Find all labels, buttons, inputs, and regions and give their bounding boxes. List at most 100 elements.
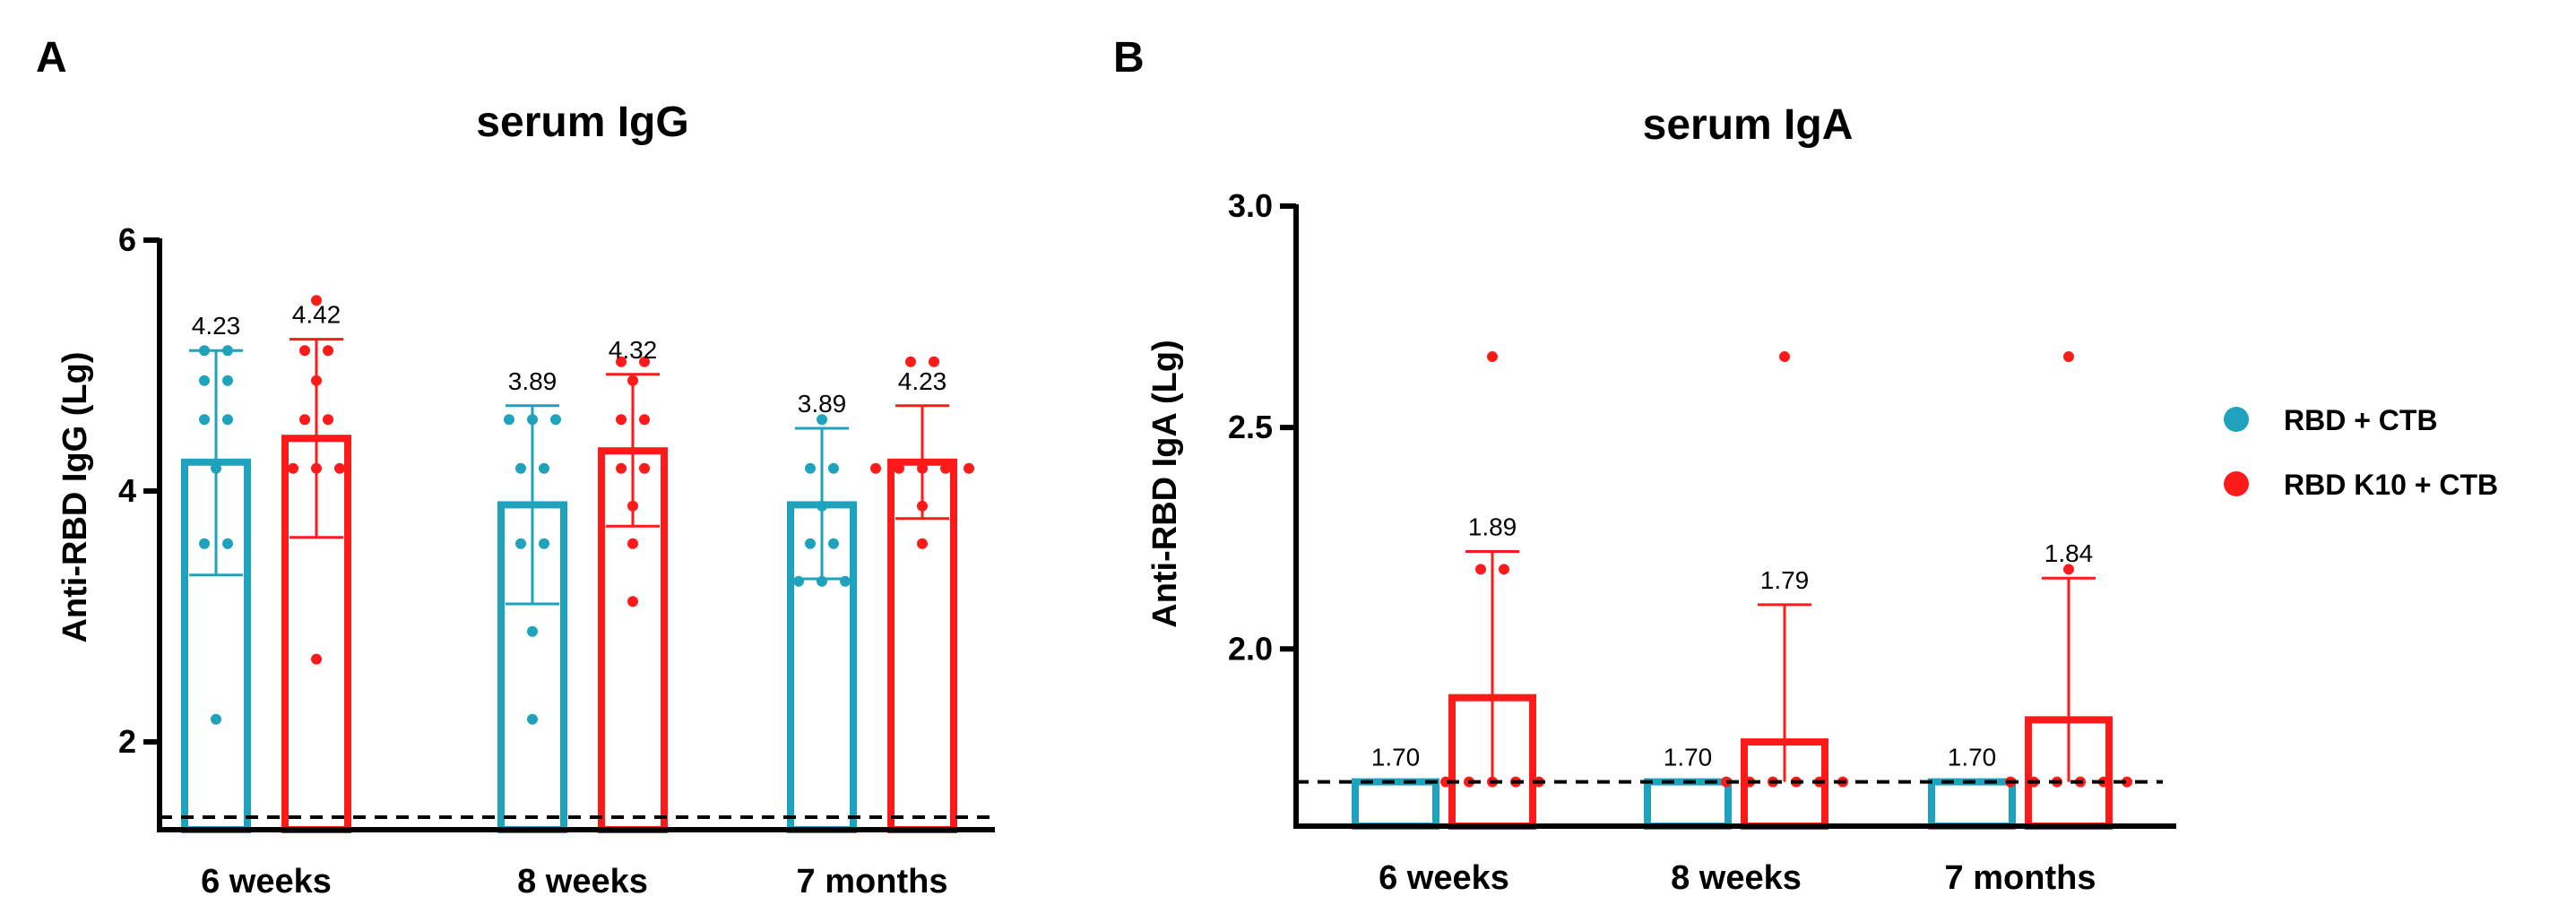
panel-b-value-label-rbd-ctb-8-weeks: 1.70 — [1664, 744, 1713, 771]
panel-b-point-rbd-k10-ctb-7-months-0 — [2063, 351, 2074, 363]
panel-b-point-rbd-k10-ctb-6-weeks-3 — [1440, 776, 1451, 788]
panel-b-value-label-rbd-ctb-7-months: 1.70 — [1948, 744, 1997, 771]
panel-a-point-rbd-k10-ctb-8-weeks-0 — [616, 356, 627, 367]
panel-a-point-rbd-k10-ctb-7-months-4 — [917, 462, 928, 474]
panel-b-value-label-rbd-k10-ctb-6-weeks: 1.89 — [1468, 513, 1517, 541]
panel-b-value-label-rbd-k10-ctb-8-weeks: 1.79 — [1760, 566, 1810, 594]
panel-a-point-rbd-k10-ctb-6-weeks-3 — [311, 375, 322, 386]
panel-a-point-rbd-ctb-7-months-4 — [805, 538, 816, 549]
panel-a-point-rbd-k10-ctb-6-weeks-8 — [334, 462, 345, 474]
panel-a-point-rbd-ctb-8-weeks-0 — [504, 414, 514, 426]
panel-b-value-label-rbd-ctb-6-weeks: 1.70 — [1371, 744, 1421, 771]
panel-a-point-rbd-k10-ctb-8-weeks-1 — [639, 356, 650, 367]
panel-a-point-rbd-k10-ctb-6-weeks-5 — [323, 414, 333, 426]
panel-a-point-rbd-ctb-8-weeks-6 — [539, 538, 549, 549]
panel-a-plot: 4.23 4.42 6 weeks 3.89 4.32 8 weeks 3.89 4.23 7 … — [118, 221, 995, 900]
panel-a-point-rbd-k10-ctb-7-months-1 — [929, 356, 939, 367]
panel-a-y-axis-label: Anti-RBD IgG (Lg) — [56, 351, 94, 642]
panel-a-point-rbd-ctb-6-weeks-2 — [199, 375, 210, 386]
panel-a-point-rbd-ctb-8-weeks-3 — [515, 462, 526, 474]
panel-b-plot: 1.70 1.89 6 weeks 1.70 1.79 8 weeks 1.70 1.84 7 … — [1228, 187, 2176, 897]
panel-a-point-rbd-ctb-8-weeks-1 — [527, 414, 538, 426]
panel-a-point-rbd-ctb-7-months-6 — [793, 575, 804, 587]
panel-a-point-rbd-ctb-7-months-5 — [828, 538, 839, 549]
panel-a-point-rbd-ctb-7-months-3 — [817, 500, 827, 512]
panel-a-point-rbd-k10-ctb-7-months-5 — [940, 462, 951, 474]
panel-b-point-rbd-k10-ctb-6-weeks-1 — [1475, 564, 1486, 575]
panel-a-point-rbd-ctb-6-weeks-9 — [211, 713, 221, 725]
panel-a-point-rbd-ctb-6-weeks-7 — [199, 538, 210, 549]
panel-a-point-rbd-ctb-7-months-8 — [840, 575, 851, 587]
panel-a-point-rbd-ctb-6-weeks-5 — [222, 414, 233, 426]
panel-a-point-rbd-ctb-6-weeks-6 — [211, 462, 221, 474]
panel-a-point-rbd-k10-ctb-6-weeks-7 — [311, 462, 322, 474]
panel-a-point-rbd-ctb-8-weeks-2 — [550, 414, 561, 426]
legend: RBD + CTB RBD K10 + CTB — [2224, 404, 2498, 501]
panel-a-value-label-rbd-k10-ctb-6-weeks: 4.42 — [292, 301, 341, 329]
panel-a-point-rbd-k10-ctb-8-weeks-2 — [627, 375, 638, 386]
panel-a-value-label-rbd-ctb-7-months: 3.89 — [798, 390, 847, 418]
panel-a-value-label-rbd-ctb-6-weeks: 4.23 — [192, 312, 241, 340]
panel-a-title: serum IgG — [476, 99, 688, 146]
panel-a: A serum IgG Anti-RBD IgG (Lg) 4.23 4.42 6 … — [36, 34, 995, 900]
panel-b-x-tick-label-8-weeks: 8 weeks — [1671, 859, 1802, 897]
panel-a-point-rbd-ctb-6-weeks-1 — [222, 345, 233, 357]
panel-a-point-rbd-k10-ctb-8-weeks-8 — [627, 538, 638, 549]
panel-a-point-rbd-k10-ctb-7-months-8 — [917, 538, 928, 549]
panel-a-point-rbd-k10-ctb-7-months-2 — [870, 462, 881, 474]
panel-a-point-rbd-k10-ctb-6-weeks-0 — [311, 295, 322, 306]
panel-a-point-rbd-k10-ctb-6-weeks-2 — [323, 345, 333, 357]
panel-b-bar-rbd-ctb-8-weeks — [1644, 778, 1732, 830]
panel-a-point-rbd-k10-ctb-8-weeks-9 — [627, 596, 638, 607]
panel-a-point-rbd-k10-ctb-7-months-0 — [905, 356, 916, 367]
panel-b-letter: B — [1113, 34, 1145, 82]
panel-a-x-tick-label-7-months: 7 months — [797, 863, 948, 900]
panel-a-x-tick-label-6-weeks: 6 weeks — [201, 863, 332, 900]
panel-a-point-rbd-k10-ctb-7-months-7 — [917, 500, 928, 512]
panel-b-title: serum IgA — [1643, 101, 1854, 149]
panel-a-point-rbd-ctb-7-months-2 — [828, 462, 839, 474]
panel-b-x-tick-label-6-weeks: 6 weeks — [1379, 859, 1509, 897]
panel-b-bar-rbd-ctb-7-months — [1928, 778, 2016, 830]
panel-a-point-rbd-k10-ctb-7-months-6 — [964, 462, 974, 474]
panel-a-point-rbd-k10-ctb-8-weeks-3 — [616, 414, 627, 426]
panel-a-y-tick-label-1: 4 — [118, 472, 136, 509]
panel-a-value-label-rbd-ctb-8-weeks: 3.89 — [508, 367, 558, 395]
panel-a-letter: A — [36, 34, 67, 82]
panel-b-x-tick-label-7-months: 7 months — [1945, 859, 2096, 897]
panel-a-point-rbd-k10-ctb-8-weeks-7 — [627, 500, 638, 512]
legend-marker-rbd-k10-ctb — [2224, 471, 2249, 496]
panel-a-point-rbd-k10-ctb-6-weeks-1 — [299, 345, 310, 357]
panel-a-point-rbd-ctb-6-weeks-8 — [222, 538, 233, 549]
panel-b-y-axis-label: Anti-RBD IgA (Lg) — [1146, 340, 1184, 628]
panel-a-point-rbd-ctb-7-months-0 — [817, 414, 827, 426]
panel-b-y-tick-label-1: 2.5 — [1228, 409, 1273, 445]
panel-b-point-rbd-k10-ctb-6-weeks-2 — [1499, 564, 1509, 575]
panel-a-point-rbd-k10-ctb-8-weeks-4 — [639, 414, 650, 426]
panel-b-point-rbd-k10-ctb-6-weeks-0 — [1487, 351, 1498, 363]
panel-a-point-rbd-ctb-6-weeks-0 — [199, 345, 210, 357]
panel-a-point-rbd-k10-ctb-8-weeks-6 — [639, 462, 650, 474]
panel-b-y-tick-label-0: 2.0 — [1228, 630, 1273, 667]
panel-b-point-rbd-k10-ctb-7-months-7 — [2122, 776, 2132, 788]
panel-a-point-rbd-k10-ctb-6-weeks-9 — [311, 653, 322, 665]
panel-a-point-rbd-k10-ctb-7-months-3 — [894, 462, 904, 474]
panel-a-y-tick-label-2: 6 — [118, 221, 136, 258]
panel-a-point-rbd-ctb-8-weeks-7 — [527, 625, 538, 637]
panel-a-point-rbd-ctb-6-weeks-4 — [199, 414, 210, 426]
panel-a-y-tick-label-0: 2 — [118, 723, 136, 760]
legend-marker-rbd-ctb — [2224, 407, 2249, 432]
panel-a-point-rbd-ctb-6-weeks-3 — [222, 375, 233, 386]
legend-label-rbd-ctb: RBD + CTB — [2284, 404, 2438, 436]
panel-a-point-rbd-ctb-7-months-1 — [805, 462, 816, 474]
panel-b-point-rbd-k10-ctb-7-months-1 — [2063, 564, 2074, 575]
panel-b-value-label-rbd-k10-ctb-7-months: 1.84 — [2044, 539, 2094, 567]
panel-b: B serum IgA Anti-RBD IgA (Lg) 1.70 1.89 6 … — [1113, 34, 2176, 897]
panel-a-point-rbd-ctb-8-weeks-8 — [527, 713, 538, 725]
panel-a-value-label-rbd-k10-ctb-8-weeks: 4.32 — [609, 336, 658, 364]
panel-a-point-rbd-ctb-7-months-7 — [817, 575, 827, 587]
panel-a-point-rbd-k10-ctb-6-weeks-6 — [288, 462, 298, 474]
panel-a-value-label-rbd-k10-ctb-7-months: 4.23 — [898, 367, 947, 395]
panel-a-point-rbd-ctb-8-weeks-4 — [539, 462, 549, 474]
